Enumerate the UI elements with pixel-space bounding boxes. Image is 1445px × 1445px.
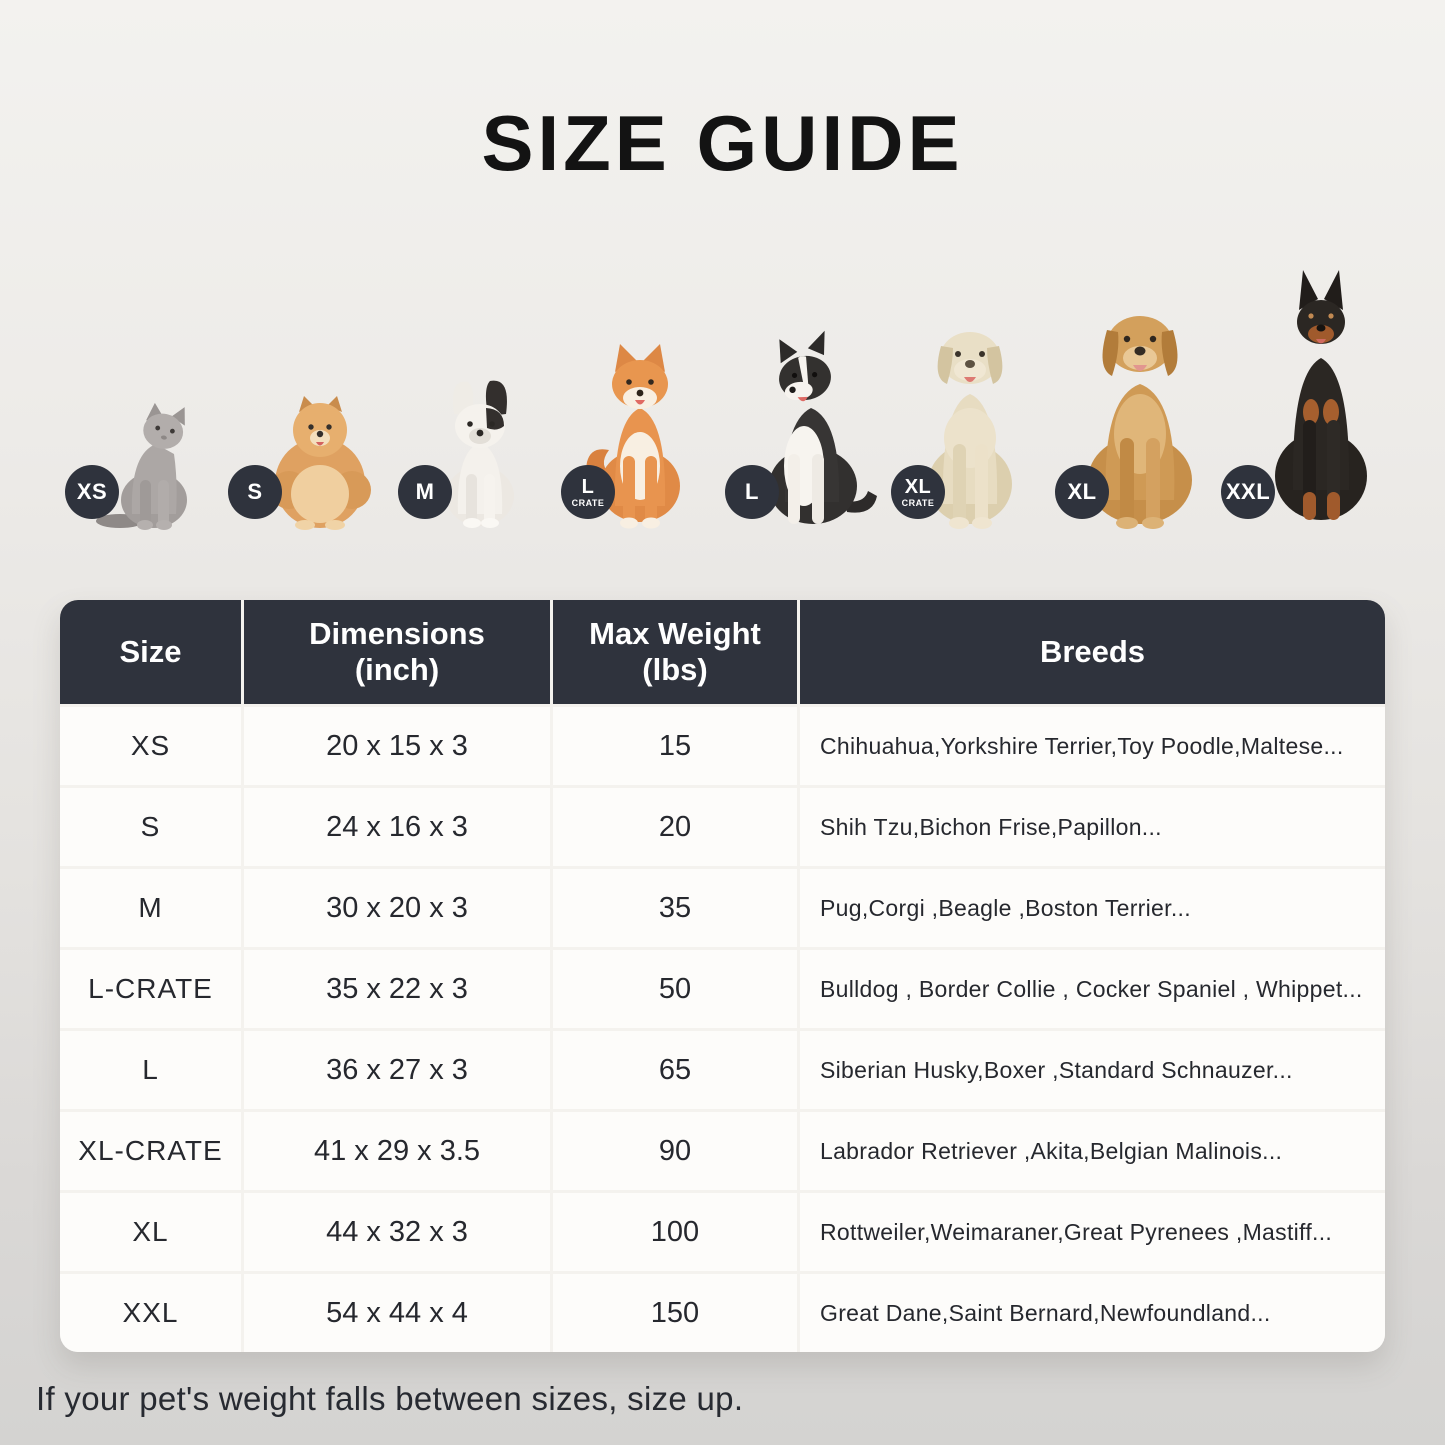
- border-collie-icon: [769, 330, 877, 524]
- size-badge-label: XXL: [1225, 479, 1271, 504]
- cell-max-weight: 100: [553, 1193, 797, 1271]
- cell-max-weight: 50: [553, 950, 797, 1028]
- cell-size: L-CRATE: [60, 950, 241, 1028]
- pet-shiba-inu-image: [565, 334, 715, 530]
- column-header-label: Max Weight: [589, 616, 761, 652]
- size-badge-s: S: [228, 465, 282, 519]
- cell-breeds: Great Dane,Saint Bernard,Newfoundland...: [800, 1274, 1385, 1352]
- cell-dimensions: 41 x 29 x 3.5: [244, 1112, 550, 1190]
- column-header-label: Size: [119, 634, 182, 670]
- column-header-max-weight: Max Weight (lbs): [553, 600, 797, 704]
- cell-breeds: Shih Tzu,Bichon Frise,Papillon...: [800, 788, 1385, 866]
- doberman-icon: [1275, 270, 1367, 520]
- labrador-icon: [928, 332, 1012, 529]
- size-badge-label: L: [581, 475, 595, 498]
- cell-max-weight: 150: [553, 1274, 797, 1352]
- cell-breeds: Siberian Husky,Boxer ,Standard Schnauzer…: [800, 1031, 1385, 1109]
- sizing-advice-note: If your pet's weight falls between sizes…: [36, 1380, 744, 1417]
- size-badge-xl: XL: [1055, 465, 1109, 519]
- pet-doberman-image: [1233, 268, 1408, 530]
- size-badge-label: XL: [1067, 479, 1097, 504]
- cell-size: XXL: [60, 1274, 241, 1352]
- column-header-sublabel: (inch): [354, 652, 440, 687]
- pet-size-lineup: XS S: [0, 262, 1445, 534]
- size-badge-label: S: [247, 479, 263, 504]
- size-badge-sublabel: CRATE: [901, 497, 935, 508]
- pet-cat-image: [90, 402, 210, 530]
- cell-breeds: Labrador Retriever ,Akita,Belgian Malino…: [800, 1112, 1385, 1190]
- cell-size: XL-CRATE: [60, 1112, 241, 1190]
- shiba-inu-icon: [586, 344, 680, 529]
- cell-size: S: [60, 788, 241, 866]
- pet-golden-retriever-image: [1048, 292, 1233, 530]
- cell-dimensions: 54 x 44 x 4: [244, 1274, 550, 1352]
- column-header-size: Size: [60, 600, 241, 704]
- cell-breeds: Rottweiler,Weimaraner,Great Pyrenees ,Ma…: [800, 1193, 1385, 1271]
- column-header-breeds: Breeds: [800, 600, 1385, 704]
- cell-size: L: [60, 1031, 241, 1109]
- cell-dimensions: 44 x 32 x 3: [244, 1193, 550, 1271]
- column-header-dimensions: Dimensions (inch): [244, 600, 550, 704]
- cell-max-weight: 35: [553, 869, 797, 947]
- cell-max-weight: 15: [553, 707, 797, 785]
- size-badge-xs: XS: [65, 465, 119, 519]
- page-title: SIZE GUIDE: [481, 99, 964, 187]
- size-badge-m: M: [398, 465, 452, 519]
- cell-max-weight: 65: [553, 1031, 797, 1109]
- cell-max-weight: 20: [553, 788, 797, 866]
- pet-pomeranian-image: [253, 388, 388, 530]
- pet-french-bulldog-image: [420, 372, 540, 530]
- size-guide-table: Size Dimensions (inch) Max Weight (lbs) …: [60, 600, 1385, 1352]
- cell-size: XS: [60, 707, 241, 785]
- size-badge-l-crate: L CRATE: [561, 465, 615, 519]
- french-bulldog-icon: [446, 380, 514, 528]
- size-badge-xl-crate: XL CRATE: [891, 465, 945, 519]
- pet-border-collie-image: [725, 328, 895, 530]
- pomeranian-icon: [270, 396, 371, 530]
- size-badge-label: M: [415, 479, 435, 504]
- size-badge-sublabel: CRATE: [571, 497, 605, 508]
- size-badge-label: XL: [904, 475, 932, 498]
- size-badge-l: L: [725, 465, 779, 519]
- golden-retriever-icon: [1088, 316, 1192, 529]
- column-header-sublabel: (lbs): [642, 652, 708, 687]
- size-badge-label: XS: [76, 479, 108, 504]
- cell-breeds: Pug,Corgi ,Beagle ,Boston Terrier...: [800, 869, 1385, 947]
- column-header-label: Dimensions: [309, 616, 485, 652]
- cell-dimensions: 36 x 27 x 3: [244, 1031, 550, 1109]
- cell-dimensions: 30 x 20 x 3: [244, 869, 550, 947]
- size-badge-label: L: [745, 479, 759, 504]
- column-header-label: Breeds: [1039, 634, 1146, 670]
- cell-breeds: Bulldog , Border Collie , Cocker Spaniel…: [800, 950, 1385, 1028]
- size-badge-xxl: XXL: [1221, 465, 1275, 519]
- cell-dimensions: 24 x 16 x 3: [244, 788, 550, 866]
- cat-icon: [96, 402, 187, 530]
- cell-dimensions: 35 x 22 x 3: [244, 950, 550, 1028]
- cell-size: XL: [60, 1193, 241, 1271]
- pet-labrador-image: [895, 312, 1045, 530]
- cell-size: M: [60, 869, 241, 947]
- cell-max-weight: 90: [553, 1112, 797, 1190]
- cell-breeds: Chihuahua,Yorkshire Terrier,Toy Poodle,M…: [800, 707, 1385, 785]
- cell-dimensions: 20 x 15 x 3: [244, 707, 550, 785]
